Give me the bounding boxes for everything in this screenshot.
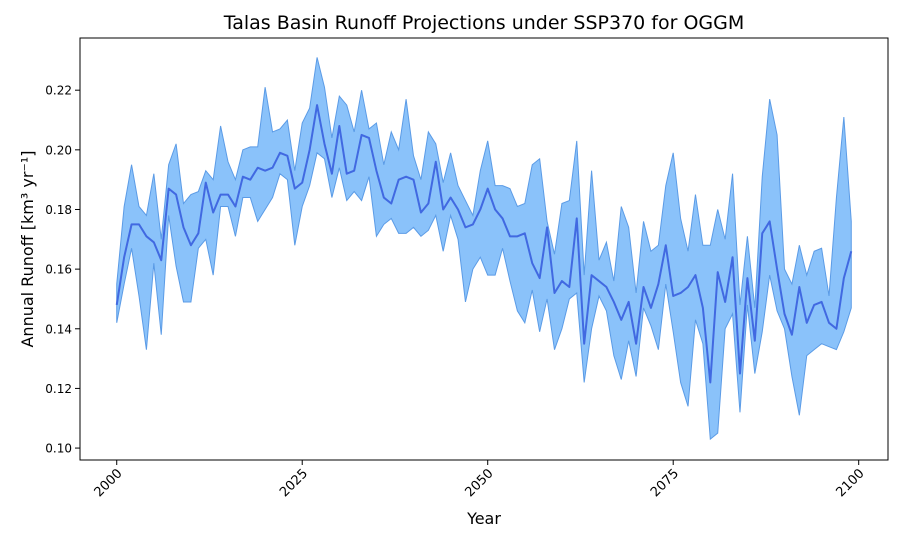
y-tick-label: 0.12 [45,382,72,396]
mean-line [115,104,853,384]
y-tick-label: 0.20 [45,143,72,157]
y-tick-label: 0.16 [45,263,72,277]
x-axis-label: Year [466,509,501,528]
x-tick-label: 2025 [277,466,311,500]
chart-title: Talas Basin Runoff Projections under SSP… [223,12,745,34]
x-tick-label: 2100 [834,466,868,500]
y-tick-label: 0.18 [45,203,72,217]
x-tick-label: 2075 [648,466,682,500]
y-axis-label: Annual Runoff [km³ yr⁻¹] [18,150,37,347]
x-tick-label: 2050 [463,466,497,500]
x-tick-label: 2000 [92,466,126,500]
y-tick-label: 0.22 [45,84,72,98]
y-tick-label: 0.10 [45,442,72,456]
range-band [116,57,852,441]
y-tick-label: 0.14 [45,322,72,336]
plot-frame [79,37,889,461]
